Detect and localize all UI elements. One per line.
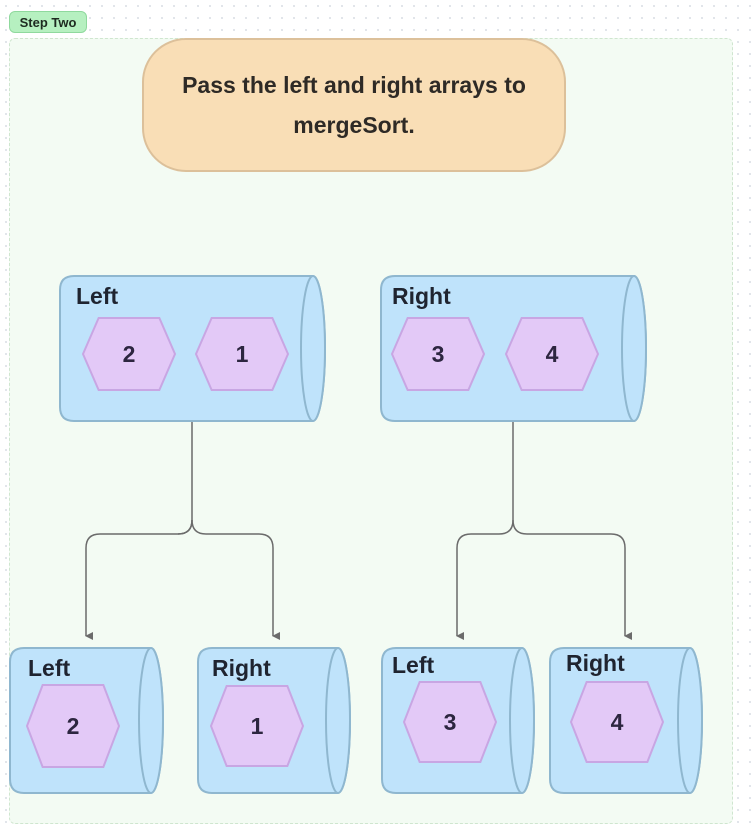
element-value: 2 — [67, 713, 80, 739]
array-label: Right — [212, 655, 271, 681]
array-cylinder-bottom-3: Left 3 — [381, 647, 535, 794]
element-value: 1 — [236, 341, 249, 367]
array-label: Left — [76, 283, 119, 309]
connector-left-to-bottom-2 — [191, 519, 280, 640]
callout-box: Pass the left and right arrays to mergeS… — [142, 38, 566, 172]
element-value: 2 — [123, 341, 136, 367]
element-value: 3 — [432, 341, 445, 367]
step-badge: Step Two — [9, 11, 87, 33]
element-hexagon — [402, 681, 498, 763]
element-value: 4 — [611, 709, 624, 735]
array-cylinder-top-left: Left 2 1 — [59, 275, 326, 422]
element-hexagon — [390, 317, 486, 391]
array-label: Left — [392, 652, 435, 678]
element-value: 1 — [251, 713, 264, 739]
element-hexagon — [194, 317, 290, 391]
element-hexagon — [81, 317, 177, 391]
connector-left-to-bottom-1 — [85, 519, 193, 640]
connector-right-to-bottom-3 — [456, 519, 514, 640]
connector-right-to-bottom-4 — [512, 519, 632, 640]
array-cylinder-bottom-4: Right 4 — [549, 647, 703, 794]
cylinder-end-cap — [138, 647, 164, 794]
element-hexagon — [209, 685, 305, 767]
cylinder-end-cap — [677, 647, 703, 794]
element-value: 3 — [444, 709, 457, 735]
array-label: Right — [566, 650, 625, 676]
cylinder-end-cap — [621, 275, 647, 422]
cylinder-end-cap — [300, 275, 326, 422]
array-cylinder-bottom-2: Right 1 — [197, 647, 351, 794]
array-label: Right — [392, 283, 451, 309]
element-value: 4 — [546, 341, 559, 367]
element-hexagon — [569, 681, 665, 763]
cylinder-end-cap — [325, 647, 351, 794]
element-hexagon — [25, 684, 121, 768]
cylinder-end-cap — [509, 647, 535, 794]
array-label: Left — [28, 655, 71, 681]
array-cylinder-top-right: Right 3 4 — [380, 275, 647, 422]
array-cylinder-bottom-1: Left 2 — [9, 647, 164, 794]
callout-text: Pass the left and right arrays to mergeS… — [182, 72, 526, 138]
element-hexagon — [504, 317, 600, 391]
connector-trunk-left — [177, 422, 193, 535]
connectors — [85, 422, 632, 640]
